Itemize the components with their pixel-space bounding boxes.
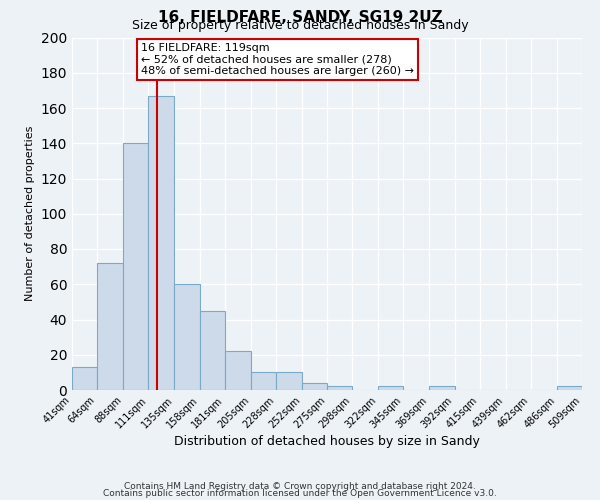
Bar	[72, 367, 97, 390]
Bar	[302, 383, 327, 390]
Bar	[276, 372, 302, 390]
Bar	[97, 263, 123, 390]
Bar	[175, 284, 200, 390]
Text: 16 FIELDFARE: 119sqm
← 52% of detached houses are smaller (278)
48% of semi-deta: 16 FIELDFARE: 119sqm ← 52% of detached h…	[141, 43, 414, 76]
Bar	[200, 310, 224, 390]
Bar	[327, 386, 352, 390]
Text: 16, FIELDFARE, SANDY, SG19 2UZ: 16, FIELDFARE, SANDY, SG19 2UZ	[158, 10, 442, 25]
Y-axis label: Number of detached properties: Number of detached properties	[25, 126, 35, 302]
Text: Size of property relative to detached houses in Sandy: Size of property relative to detached ho…	[131, 19, 469, 32]
Text: Contains public sector information licensed under the Open Government Licence v3: Contains public sector information licen…	[103, 489, 497, 498]
Bar	[557, 386, 582, 390]
Text: Contains HM Land Registry data © Crown copyright and database right 2024.: Contains HM Land Registry data © Crown c…	[124, 482, 476, 491]
Bar	[430, 386, 455, 390]
X-axis label: Distribution of detached houses by size in Sandy: Distribution of detached houses by size …	[174, 436, 480, 448]
Bar	[251, 372, 276, 390]
Bar	[148, 96, 175, 390]
Bar	[378, 386, 403, 390]
Bar	[123, 143, 148, 390]
Bar	[224, 351, 251, 390]
